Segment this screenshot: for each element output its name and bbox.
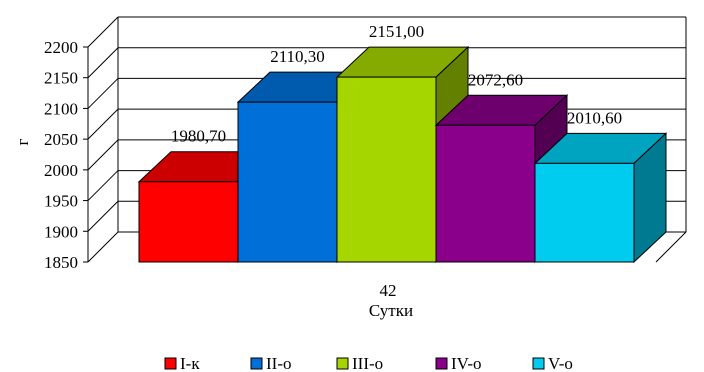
- floor-right-edge: [655, 231, 687, 263]
- legend-swatch: [532, 357, 545, 370]
- legend-item: III-о: [336, 354, 383, 372]
- bar-front: [237, 101, 338, 263]
- y-tick-label: 2200: [44, 38, 78, 57]
- legend-swatch: [435, 357, 448, 370]
- y-tick-label: 2100: [44, 99, 78, 118]
- data-labels: 1980,70 2110,30 2151,00 2072,60 2010,60: [171, 22, 622, 146]
- legend-item: V-о: [532, 354, 573, 372]
- bar-front: [336, 76, 437, 263]
- data-label: 1980,70: [171, 127, 226, 146]
- legend-item: IV-о: [435, 354, 482, 372]
- legend-label: IV-о: [451, 354, 482, 372]
- side-wall-gridline: [87, 108, 119, 140]
- data-label: 2010,60: [567, 108, 622, 127]
- legend-label: III-о: [352, 354, 383, 372]
- side-wall-gridline: [87, 16, 119, 48]
- y-tick-label: 2150: [44, 69, 78, 88]
- legend: I-к II-о III-о IV-о V-о: [164, 354, 573, 372]
- x-category-label: 42: [380, 281, 397, 300]
- legend-item: II-о: [250, 354, 291, 372]
- y-tick-label: 2000: [44, 161, 78, 180]
- y-axis-ticks: 1850 1900 1950 2000 2050 2100 2150 2200: [44, 38, 88, 272]
- legend-swatch: [164, 357, 177, 370]
- legend-swatch: [336, 357, 349, 370]
- y-axis-label: г: [13, 138, 32, 145]
- side-wall-gridline: [87, 170, 119, 201]
- bar-5: [533, 132, 668, 264]
- bar-front: [534, 162, 635, 263]
- side-wall-gridline: [87, 47, 119, 79]
- side-wall-gridline: [87, 78, 119, 109]
- data-label: 2072,60: [468, 70, 523, 89]
- y-tick-label: 1900: [44, 222, 78, 241]
- bar-front: [138, 181, 239, 263]
- legend-label: II-о: [266, 354, 291, 372]
- y-tick-label: 2050: [44, 130, 78, 149]
- side-wall-gridline: [87, 231, 119, 263]
- bar-2: [236, 70, 371, 264]
- legend-label: V-о: [548, 354, 573, 372]
- side-wall-gridline: [87, 139, 119, 171]
- bar-front: [435, 124, 536, 263]
- legend-swatch: [250, 357, 263, 370]
- x-axis-label: Сутки: [369, 301, 413, 320]
- legend-label: I-к: [180, 354, 200, 372]
- side-wall-gridline: [87, 200, 119, 232]
- y-tick-label: 1950: [44, 192, 78, 211]
- legend-item: I-к: [164, 354, 200, 372]
- data-label: 2151,00: [369, 22, 424, 41]
- bars: [137, 45, 668, 264]
- data-label: 2110,30: [270, 47, 325, 66]
- y-tick-label: 1850: [44, 253, 78, 272]
